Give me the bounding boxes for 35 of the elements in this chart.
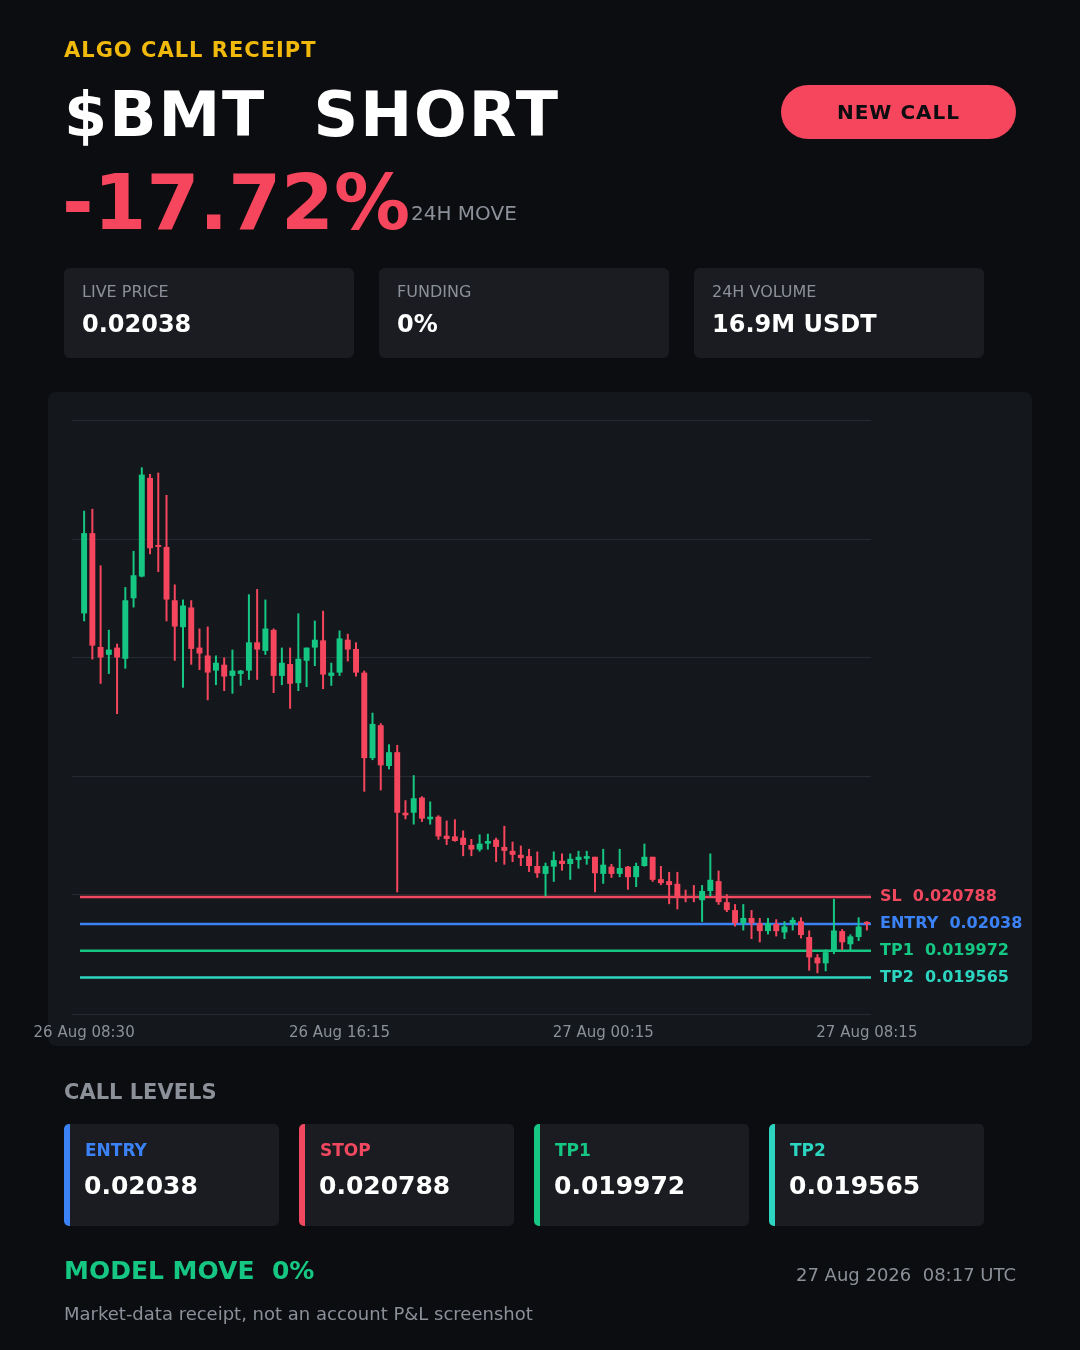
text: 24H MOVE xyxy=(411,201,517,225)
text: 0.02038 xyxy=(82,310,192,338)
ref-line-label: SL 0.020788 xyxy=(880,886,997,906)
text: 0% xyxy=(397,310,438,338)
ref-line-label: TP1 0.019972 xyxy=(880,939,1009,959)
text: -17.72% xyxy=(62,158,411,247)
x-tick-label: 26 Aug 16:15 xyxy=(288,1022,391,1041)
text: 0.02038 xyxy=(84,1171,198,1200)
text: 16.9M USDT xyxy=(712,310,877,338)
text: CALL LEVELS xyxy=(64,1080,217,1104)
ref-line-label: ENTRY 0.02038 xyxy=(880,913,1023,933)
text: MODEL MOVE 0% xyxy=(64,1256,315,1285)
x-tick-label: 27 Aug 08:15 xyxy=(816,1022,918,1041)
text: 24H VOLUME xyxy=(712,282,817,301)
candlestick xyxy=(501,825,508,865)
chart-subtitle: ALGO CALL RECEIPT xyxy=(64,38,317,62)
text: 0.019565 xyxy=(789,1171,921,1200)
chart-title: $BMT SHORT xyxy=(64,78,561,151)
text: TP1 xyxy=(555,1140,591,1160)
candlestick xyxy=(97,565,104,684)
text: 0.019972 xyxy=(554,1171,686,1200)
text: FUNDING xyxy=(397,282,472,301)
text: TP2 xyxy=(790,1140,826,1160)
text: 0.020788 xyxy=(319,1171,451,1200)
text: Market-data receipt, not an account P&L screenshot xyxy=(64,1303,533,1324)
text: 27 Aug 2026 08:17 UTC xyxy=(795,1264,1016,1285)
x-tick-label: 26 Aug 08:30 xyxy=(33,1022,135,1041)
candlestick xyxy=(254,589,261,680)
candlestick xyxy=(155,472,162,572)
ref-line-label: TP2 0.019565 xyxy=(880,966,1009,986)
text: STOP xyxy=(320,1140,371,1160)
text: ENTRY xyxy=(85,1140,147,1160)
x-tick-label: 27 Aug 00:15 xyxy=(552,1022,654,1041)
text: LIVE PRICE xyxy=(82,282,169,301)
text: NEW CALL xyxy=(781,85,1016,139)
